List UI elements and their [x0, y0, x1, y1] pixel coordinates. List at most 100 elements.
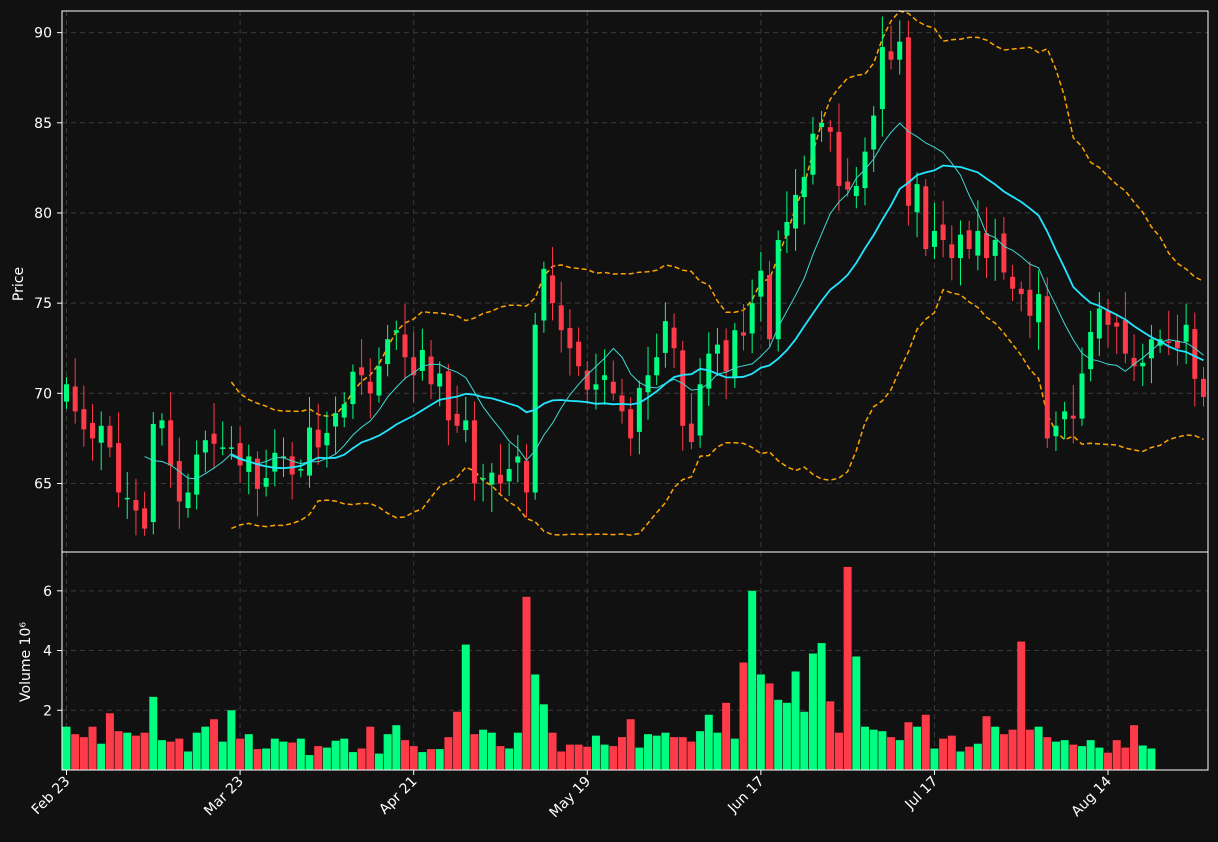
- volume-bar: [609, 746, 618, 770]
- volume-bar: [296, 738, 305, 770]
- candle-body: [610, 381, 616, 394]
- price-axis-label: Price: [11, 267, 27, 301]
- volume-bar: [973, 743, 982, 770]
- volume-bar: [878, 731, 887, 770]
- candle-body: [385, 339, 391, 365]
- candle-body: [1010, 276, 1016, 289]
- volume-tick-label: 4: [43, 644, 52, 660]
- volume-bar: [748, 590, 757, 770]
- candle-body: [749, 303, 755, 334]
- volume-bar: [1147, 748, 1156, 770]
- price-tick-label: 65: [34, 476, 52, 492]
- volume-bar: [670, 737, 679, 770]
- volume-bar: [1121, 747, 1130, 770]
- volume-axis-label: Volume 10⁶: [18, 622, 34, 702]
- volume-bar: [383, 734, 392, 770]
- candle-body: [1174, 340, 1180, 349]
- volume-bar: [791, 671, 800, 770]
- candle-body: [732, 330, 738, 379]
- candle-body: [714, 344, 720, 354]
- candle-body: [1070, 415, 1076, 419]
- candle-body: [428, 356, 434, 385]
- candle-body: [524, 460, 530, 493]
- volume-bar: [166, 741, 175, 770]
- candle-body: [836, 131, 842, 186]
- price-tick-label: 80: [34, 206, 52, 222]
- candle-body: [445, 371, 451, 421]
- candle-body: [984, 233, 990, 259]
- volume-bar: [887, 737, 896, 770]
- candle-body: [1036, 294, 1042, 323]
- candle-body: [992, 240, 998, 256]
- volume-bar: [435, 749, 444, 770]
- candle-body: [966, 230, 972, 250]
- volume-tick-label: 2: [43, 703, 52, 719]
- volume-bar: [366, 726, 375, 770]
- price-tick-label: 75: [34, 296, 52, 312]
- upper-band-line: [230, 10, 1204, 417]
- volume-bar: [427, 749, 436, 770]
- volume-panel-frame: [61, 551, 1209, 771]
- candle-body: [506, 469, 512, 482]
- volume-bar: [913, 726, 922, 770]
- volume-bar: [418, 752, 427, 770]
- candle-body: [246, 456, 252, 472]
- candle-body: [228, 447, 234, 449]
- candle-body: [471, 420, 477, 484]
- volume-bar: [808, 653, 817, 770]
- candle-body: [176, 461, 182, 502]
- volume-bar: [557, 751, 566, 770]
- volume-bar: [800, 711, 809, 770]
- candle-body: [315, 429, 321, 448]
- candle-body: [220, 447, 226, 449]
- candle-body: [888, 51, 894, 60]
- candle-body: [133, 500, 139, 511]
- candle-body: [1140, 362, 1146, 367]
- volume-bar: [999, 734, 1008, 770]
- volume-bar: [322, 747, 331, 770]
- candle-body: [211, 433, 217, 444]
- volume-bar: [149, 696, 158, 770]
- candle-body: [827, 127, 833, 132]
- candle-body: [645, 375, 651, 393]
- candle-body: [810, 133, 816, 175]
- candle-body: [150, 423, 156, 523]
- volume-bar: [947, 735, 956, 770]
- volume-bar: [140, 732, 149, 770]
- candle-body: [897, 41, 903, 60]
- volume-bar: [1086, 740, 1095, 770]
- candle-body: [593, 384, 599, 390]
- volume-bar: [1095, 747, 1104, 770]
- candle-body: [1201, 378, 1206, 397]
- candle-body: [1079, 373, 1085, 419]
- volume-bar: [357, 748, 366, 770]
- candle-body: [393, 330, 399, 333]
- candle-body: [949, 244, 955, 259]
- candle-body: [411, 357, 417, 376]
- volume-bar: [496, 746, 505, 770]
- candle-body: [758, 270, 764, 297]
- candle-body: [307, 427, 313, 476]
- volume-bar: [713, 732, 722, 770]
- volume-bar: [644, 734, 653, 770]
- volume-bar: [826, 701, 835, 770]
- candle-body: [923, 186, 929, 250]
- volume-bar: [279, 741, 288, 770]
- volume-bar: [487, 732, 496, 770]
- candle-body: [98, 425, 104, 443]
- candle-body: [324, 432, 330, 446]
- volume-bar: [834, 732, 843, 770]
- volume-bar: [201, 726, 210, 770]
- volume-bar: [1025, 729, 1034, 770]
- candle-body: [124, 497, 130, 500]
- volume-bar: [331, 740, 340, 770]
- price-tick-label: 70: [34, 386, 52, 402]
- candle-body: [845, 181, 851, 190]
- volume-bar: [591, 735, 600, 770]
- candle-body: [871, 115, 877, 150]
- candle-body: [1018, 288, 1024, 295]
- volume-bar: [696, 731, 705, 770]
- candle-body: [194, 454, 200, 495]
- candle-body: [237, 443, 243, 466]
- volume-bar: [982, 716, 991, 770]
